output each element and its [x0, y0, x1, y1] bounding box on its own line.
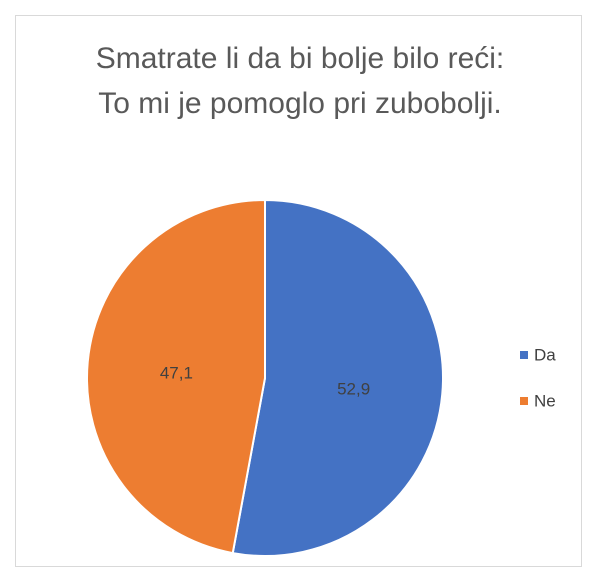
legend-swatch: [520, 397, 528, 405]
legend-label: Ne: [534, 391, 556, 410]
chart-frame: [15, 15, 582, 567]
data-label: 47,1: [160, 363, 193, 382]
pie-slice: [231, 198, 444, 557]
data-label: 52,9: [337, 380, 370, 399]
chart-title: Smatrate li da bi bolje bilo reći: To mi…: [95, 42, 505, 120]
pie-slice: [86, 198, 266, 555]
legend-label: Da: [534, 345, 556, 364]
legend-swatch: [520, 351, 528, 359]
